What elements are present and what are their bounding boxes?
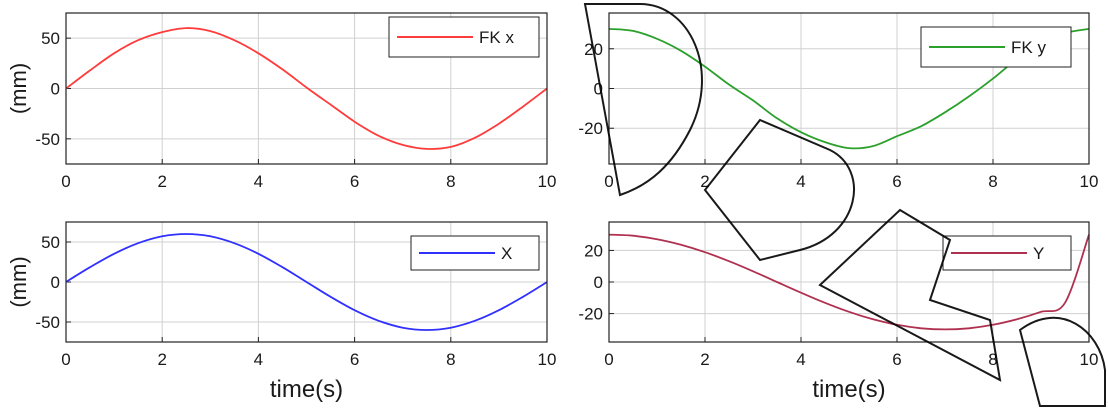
x-tick-label: 0 bbox=[604, 350, 613, 369]
x-axis-label: time(s) bbox=[270, 376, 343, 403]
legend-label: FK y bbox=[1011, 38, 1046, 57]
x-tick-label: 2 bbox=[700, 172, 709, 191]
y-axis-label: (mm) bbox=[6, 256, 31, 307]
axes-frame bbox=[65, 221, 548, 343]
watermark-stroke bbox=[818, 208, 1002, 382]
x-tick-label: 10 bbox=[538, 172, 557, 191]
y-tick-label: 50 bbox=[41, 233, 60, 252]
axes-frame bbox=[65, 12, 548, 165]
x-tick-label: 6 bbox=[350, 350, 359, 369]
x-tick-label: 8 bbox=[988, 350, 997, 369]
x-tick-label: 10 bbox=[1080, 172, 1099, 191]
x-tick-label: 4 bbox=[796, 172, 805, 191]
chart-panel-1: 0 2 4 6 8 10 -50 0 50 FK x (mm) bbox=[6, 12, 557, 191]
x-tick-label: 6 bbox=[892, 172, 901, 191]
x-tick-label: 4 bbox=[796, 350, 805, 369]
axes-frame bbox=[608, 221, 1090, 343]
legend-label: X bbox=[501, 244, 512, 263]
y-tick-label: 0 bbox=[51, 80, 60, 99]
legend: X bbox=[410, 235, 540, 271]
y-tick-label: -20 bbox=[578, 305, 603, 324]
x-tick-label: 2 bbox=[700, 350, 709, 369]
x-tick-label: 2 bbox=[157, 350, 166, 369]
y-tick-label: 0 bbox=[594, 273, 603, 292]
x-tick-label: 6 bbox=[350, 172, 359, 191]
x-tick-label: 10 bbox=[538, 350, 557, 369]
watermark-stroke bbox=[583, 3, 703, 197]
y-tick-label: -20 bbox=[578, 119, 603, 138]
x-tick-label: 0 bbox=[61, 172, 70, 191]
y-tick-label: -50 bbox=[35, 313, 60, 332]
x-tick-label: 8 bbox=[446, 350, 455, 369]
x-tick-label: 6 bbox=[892, 350, 901, 369]
legend-label: FK x bbox=[479, 28, 514, 47]
x-tick-label: 0 bbox=[604, 172, 613, 191]
legend: FK x bbox=[388, 16, 540, 58]
y-tick-label: 0 bbox=[594, 80, 603, 99]
watermark-stroke bbox=[703, 118, 855, 262]
watermark-stroke bbox=[1018, 316, 1106, 407]
watermark bbox=[583, 3, 1106, 407]
x-tick-label: 8 bbox=[446, 172, 455, 191]
axes-frame bbox=[608, 12, 1090, 165]
x-tick-label: 2 bbox=[157, 172, 166, 191]
y-tick-label: 50 bbox=[41, 29, 60, 48]
x-tick-label: 4 bbox=[254, 350, 263, 369]
x-axis-label: time(s) bbox=[812, 376, 885, 403]
series-line bbox=[608, 233, 1090, 331]
y-axis-label: (mm) bbox=[6, 63, 31, 114]
y-tick-label: -50 bbox=[35, 130, 60, 149]
legend-label: Y bbox=[1033, 244, 1044, 263]
x-tick-label: 0 bbox=[61, 350, 70, 369]
y-tick-label: 20 bbox=[584, 241, 603, 260]
x-tick-label: 4 bbox=[254, 172, 263, 191]
x-tick-label: 10 bbox=[1080, 350, 1099, 369]
legend: Y bbox=[942, 235, 1072, 271]
y-tick-label: 0 bbox=[51, 273, 60, 292]
legend: FK y bbox=[920, 26, 1072, 68]
x-tick-label: 8 bbox=[988, 172, 997, 191]
